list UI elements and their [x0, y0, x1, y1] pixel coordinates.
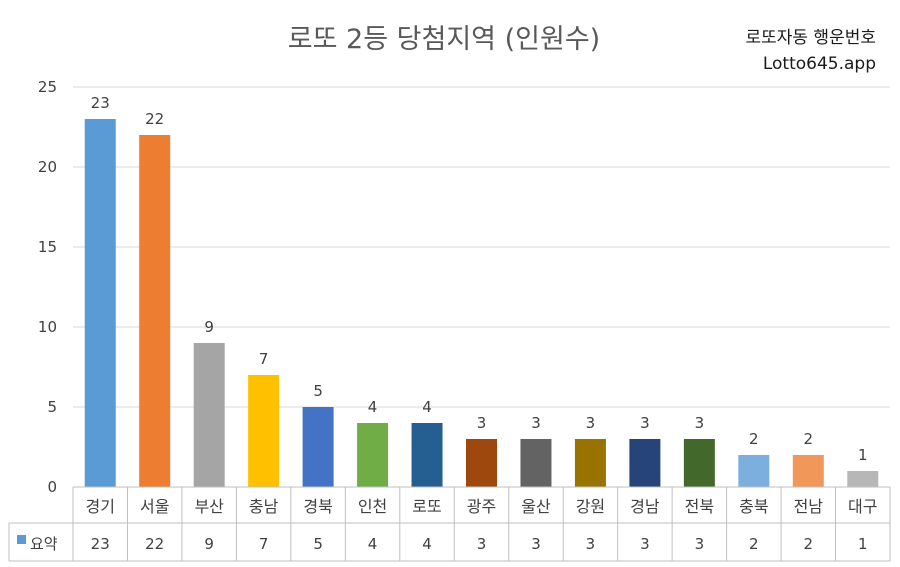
bar-부산	[193, 343, 225, 487]
x-tick-label: 부산	[194, 497, 224, 516]
bar-경남	[629, 439, 661, 487]
table-value: 23	[91, 535, 110, 553]
bar-서울	[139, 135, 171, 487]
data-label: 3	[531, 414, 541, 432]
data-label: 4	[368, 398, 378, 416]
table-value: 4	[368, 535, 378, 553]
table-value: 2	[749, 535, 759, 553]
table-value: 1	[858, 535, 868, 553]
x-tick-label: 대구	[848, 497, 877, 516]
data-label: 5	[313, 382, 323, 400]
bars	[84, 119, 879, 487]
brand-tagline: 로또자동 행운번호	[745, 28, 876, 48]
table-value: 9	[204, 535, 214, 553]
data-label: 22	[145, 110, 164, 128]
data-table: 경기23서울22부산9충남7경북5인천4로또4광주3울산3강원3경남3전북3충북…	[8, 486, 891, 562]
x-tick-label: 경기	[86, 497, 115, 516]
table-value: 7	[259, 535, 269, 553]
table-value: 3	[531, 535, 541, 553]
table-value: 3	[695, 535, 705, 553]
bar-전남	[792, 455, 824, 487]
bar-대구	[847, 471, 879, 487]
data-label: 2	[804, 430, 814, 448]
bar-충북	[738, 455, 770, 487]
bar-경기	[84, 119, 116, 487]
bar-광주	[466, 439, 497, 487]
table-value: 3	[586, 535, 596, 553]
y-tick-label: 25	[38, 78, 57, 96]
x-tick-label: 경남	[630, 497, 660, 516]
brand-site: Lotto645.app	[763, 54, 876, 74]
table-value: 5	[313, 535, 323, 553]
table-value: 2	[804, 535, 814, 553]
bar-울산	[520, 439, 552, 487]
bar-전북	[683, 439, 715, 487]
x-tick-label: 전북	[685, 497, 714, 516]
data-label: 2	[749, 430, 759, 448]
data-label: 1	[858, 446, 868, 464]
data-label: 7	[259, 350, 269, 368]
chart-title: 로또 2등 당첨지역 (인원수)	[288, 24, 600, 55]
y-tick-label: 10	[38, 318, 57, 336]
bar-경북	[302, 407, 334, 487]
table-value: 22	[145, 535, 164, 553]
x-tick-label: 광주	[467, 497, 496, 516]
x-tick-label: 충북	[739, 497, 768, 516]
data-label: 3	[640, 414, 650, 432]
x-tick-label: 서울	[140, 497, 169, 516]
data-label: 9	[204, 318, 214, 336]
x-tick-label: 전남	[794, 497, 824, 516]
bar-인천	[357, 423, 389, 487]
data-label: 3	[477, 414, 487, 432]
x-tick-label: 로또	[412, 497, 441, 516]
legend-swatch	[17, 535, 26, 544]
x-tick-label: 울산	[521, 497, 551, 516]
data-label: 4	[422, 398, 432, 416]
x-tick-label: 인천	[358, 497, 387, 516]
y-tick-label: 20	[38, 158, 57, 176]
x-tick-label: 경북	[303, 497, 332, 516]
table-value: 3	[640, 535, 650, 553]
data-label: 3	[586, 414, 596, 432]
legend-series-name: 요약	[30, 535, 58, 553]
y-tick-label: 15	[38, 238, 57, 256]
table-value: 4	[422, 535, 432, 553]
data-label: 3	[695, 414, 705, 432]
x-tick-label: 강원	[576, 497, 605, 516]
bar-충남	[248, 375, 280, 487]
bar-로또	[411, 423, 443, 487]
y-tick-label: 5	[47, 398, 57, 416]
y-axis-ticks: 0 5 10 15 20 25	[38, 78, 57, 496]
table-value: 3	[477, 535, 487, 553]
x-tick-label: 충남	[249, 497, 279, 516]
y-tick-label: 0	[47, 478, 57, 496]
bar-강원	[574, 439, 606, 487]
data-label: 23	[91, 94, 110, 112]
